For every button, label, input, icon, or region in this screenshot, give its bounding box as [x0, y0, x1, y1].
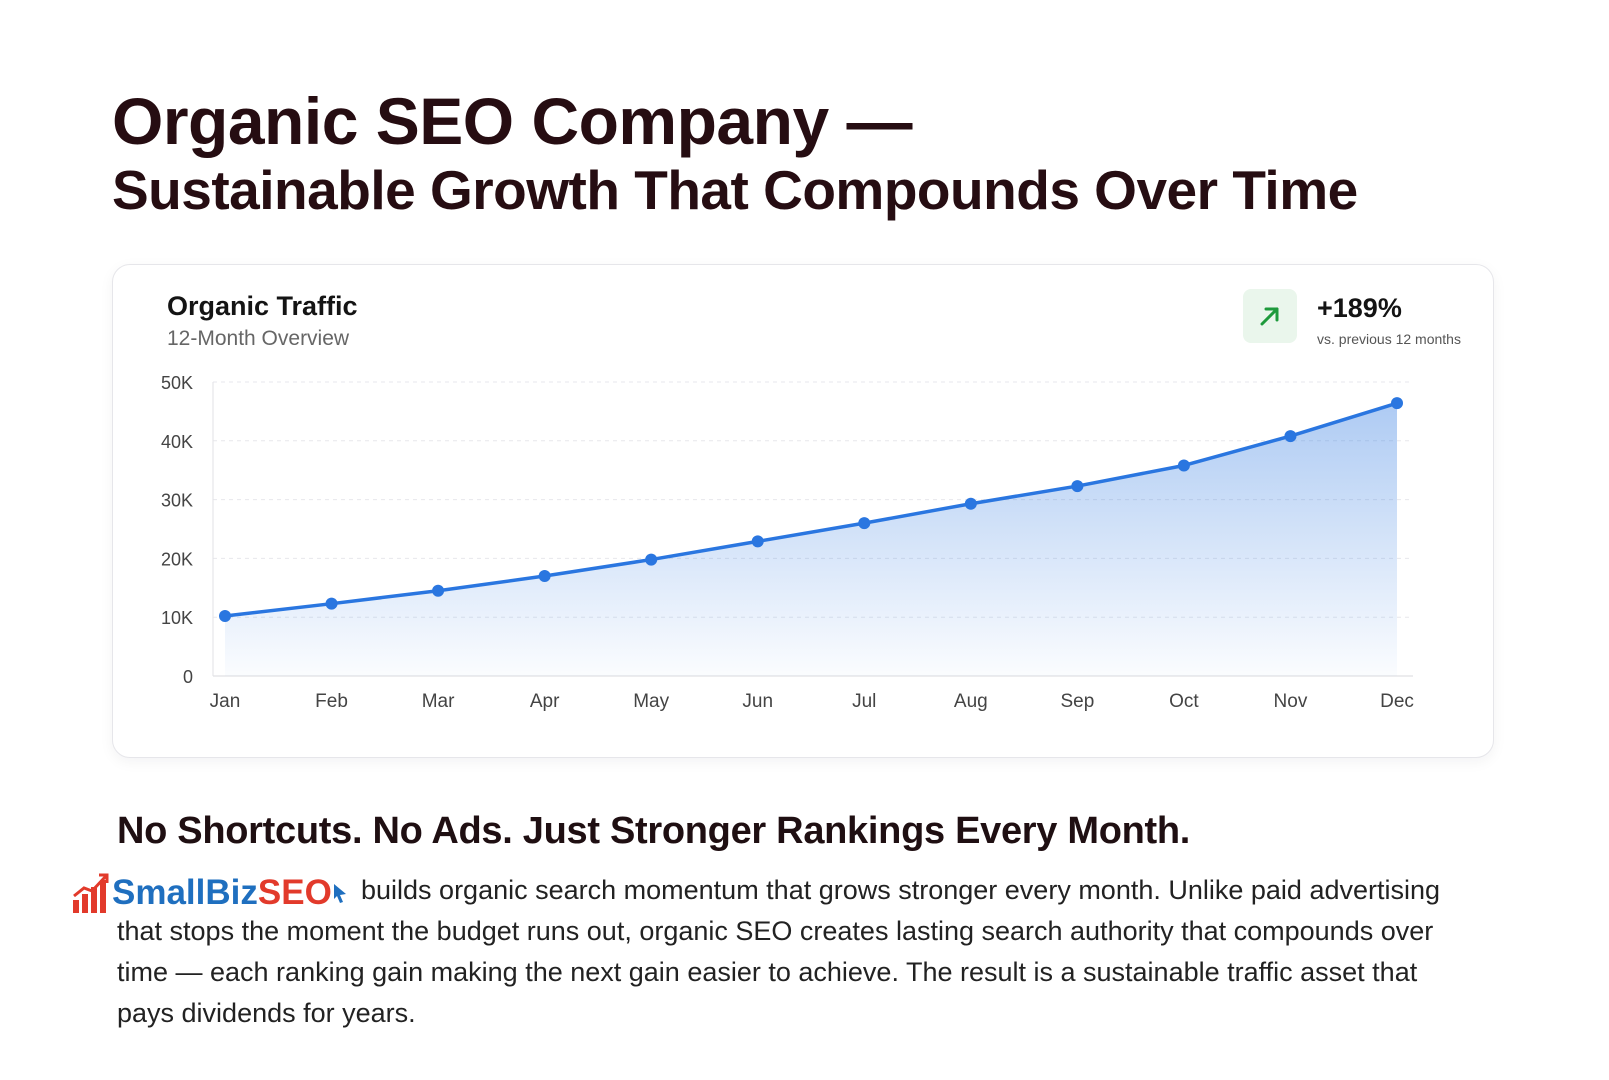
brand-name-part1: SmallBiz: [112, 873, 258, 912]
data-point: [538, 570, 551, 583]
data-point: [751, 535, 764, 548]
x-tick-label: Feb: [315, 691, 348, 712]
y-tick-label: 20K: [161, 549, 193, 569]
growth-badge: [1243, 289, 1297, 343]
bar-chart-logo-icon: [73, 873, 109, 913]
y-tick-label: 0: [183, 667, 193, 687]
data-point: [325, 597, 338, 610]
arrow-up-right-icon: [1260, 307, 1279, 326]
brand-wordmark: SmallBizSEO: [112, 873, 332, 913]
data-point: [1284, 430, 1297, 443]
x-tick-label: Nov: [1274, 691, 1308, 712]
x-tick-label: Oct: [1169, 691, 1199, 712]
y-tick-label: 10K: [161, 608, 193, 628]
data-point: [432, 584, 445, 597]
data-point: [219, 610, 231, 623]
x-tick-label: Sep: [1060, 691, 1094, 712]
chart-subtitle: 12-Month Overview: [167, 327, 350, 350]
x-tick-label: Apr: [530, 691, 560, 712]
traffic-area-chart: 0 10K 20K 30K 40K 50K Jan Feb Mar Apr May Jun Jul Aug…: [161, 373, 1414, 712]
x-tick-label: Jun: [742, 691, 773, 712]
data-point: [645, 553, 658, 566]
body-paragraph: builds organic search momentum that grow…: [117, 875, 1441, 1028]
growth-caption: vs. previous 12 months: [1317, 331, 1461, 347]
x-tick-label: Aug: [954, 691, 988, 712]
y-tick-label: 40K: [161, 432, 193, 452]
data-point: [964, 497, 977, 510]
traffic-chart-card: Organic Traffic 12-Month Overview +189% …: [112, 264, 1494, 758]
brand-logo: SmallBizSEO: [72, 872, 348, 914]
page-title-line2: Sustainable Growth That Compounds Over T…: [112, 159, 1358, 221]
page-title-line1: Organic SEO Company —: [112, 84, 912, 158]
chart-title: Organic Traffic: [167, 291, 358, 321]
y-tick-label: 50K: [161, 373, 193, 393]
x-tick-label: May: [633, 691, 669, 712]
data-point: [858, 517, 871, 530]
cursor-icon: [333, 884, 346, 903]
brand-name-part2: SEO: [257, 873, 332, 912]
x-tick-label: Mar: [422, 691, 455, 712]
traffic-area: [225, 403, 1397, 676]
tagline: No Shortcuts. No Ads. Just Stronger Rank…: [117, 810, 1191, 852]
y-tick-label: 30K: [161, 491, 193, 511]
traffic-line: [223, 401, 1399, 618]
x-tick-label: Jul: [852, 691, 876, 712]
data-point: [1391, 397, 1403, 410]
data-point: [1177, 459, 1190, 472]
x-tick-label: Dec: [1380, 691, 1414, 712]
growth-value: +189%: [1317, 293, 1402, 323]
data-point: [1071, 480, 1084, 493]
x-tick-label: Jan: [210, 691, 241, 712]
page-title: Organic SEO Company — Sustainable Growth…: [112, 84, 1358, 222]
